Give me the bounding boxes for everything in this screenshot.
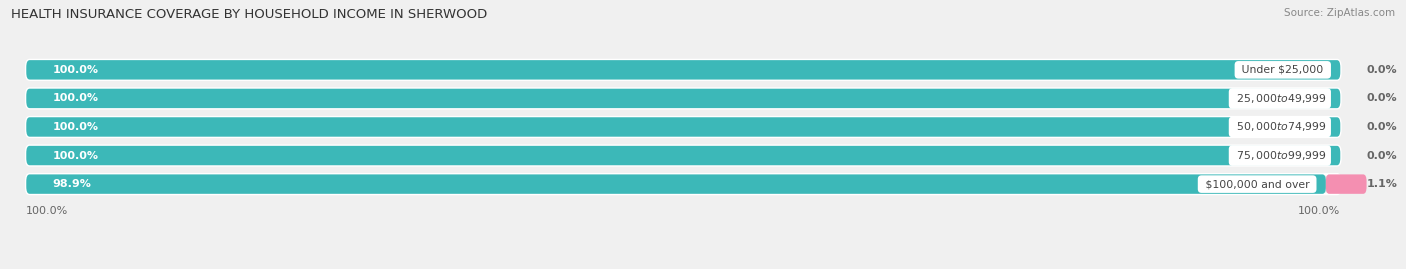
Text: 100.0%: 100.0% (52, 122, 98, 132)
Text: 100.0%: 100.0% (27, 206, 69, 215)
FancyBboxPatch shape (27, 174, 1340, 194)
FancyBboxPatch shape (27, 60, 1340, 80)
Text: 0.0%: 0.0% (1367, 65, 1398, 75)
FancyBboxPatch shape (1326, 174, 1367, 194)
FancyBboxPatch shape (27, 60, 1340, 80)
FancyBboxPatch shape (27, 89, 1340, 108)
Text: 100.0%: 100.0% (52, 93, 98, 103)
Text: $25,000 to $49,999: $25,000 to $49,999 (1233, 92, 1327, 105)
FancyBboxPatch shape (27, 117, 1340, 137)
FancyBboxPatch shape (27, 174, 1326, 194)
FancyBboxPatch shape (27, 146, 1340, 165)
Text: 0.0%: 0.0% (1367, 151, 1398, 161)
Text: Under $25,000: Under $25,000 (1239, 65, 1327, 75)
FancyBboxPatch shape (27, 146, 1340, 165)
Text: 98.9%: 98.9% (52, 179, 91, 189)
Text: 0.0%: 0.0% (1367, 122, 1398, 132)
Text: 100.0%: 100.0% (52, 151, 98, 161)
FancyBboxPatch shape (27, 117, 1340, 137)
Text: 100.0%: 100.0% (52, 65, 98, 75)
Text: $75,000 to $99,999: $75,000 to $99,999 (1233, 149, 1327, 162)
Text: $100,000 and over: $100,000 and over (1202, 179, 1313, 189)
Text: Source: ZipAtlas.com: Source: ZipAtlas.com (1284, 8, 1395, 18)
Text: $50,000 to $74,999: $50,000 to $74,999 (1233, 121, 1327, 133)
FancyBboxPatch shape (27, 89, 1340, 108)
Text: 0.0%: 0.0% (1367, 93, 1398, 103)
Text: 100.0%: 100.0% (1298, 206, 1340, 215)
Text: HEALTH INSURANCE COVERAGE BY HOUSEHOLD INCOME IN SHERWOOD: HEALTH INSURANCE COVERAGE BY HOUSEHOLD I… (11, 8, 488, 21)
Text: 1.1%: 1.1% (1367, 179, 1398, 189)
